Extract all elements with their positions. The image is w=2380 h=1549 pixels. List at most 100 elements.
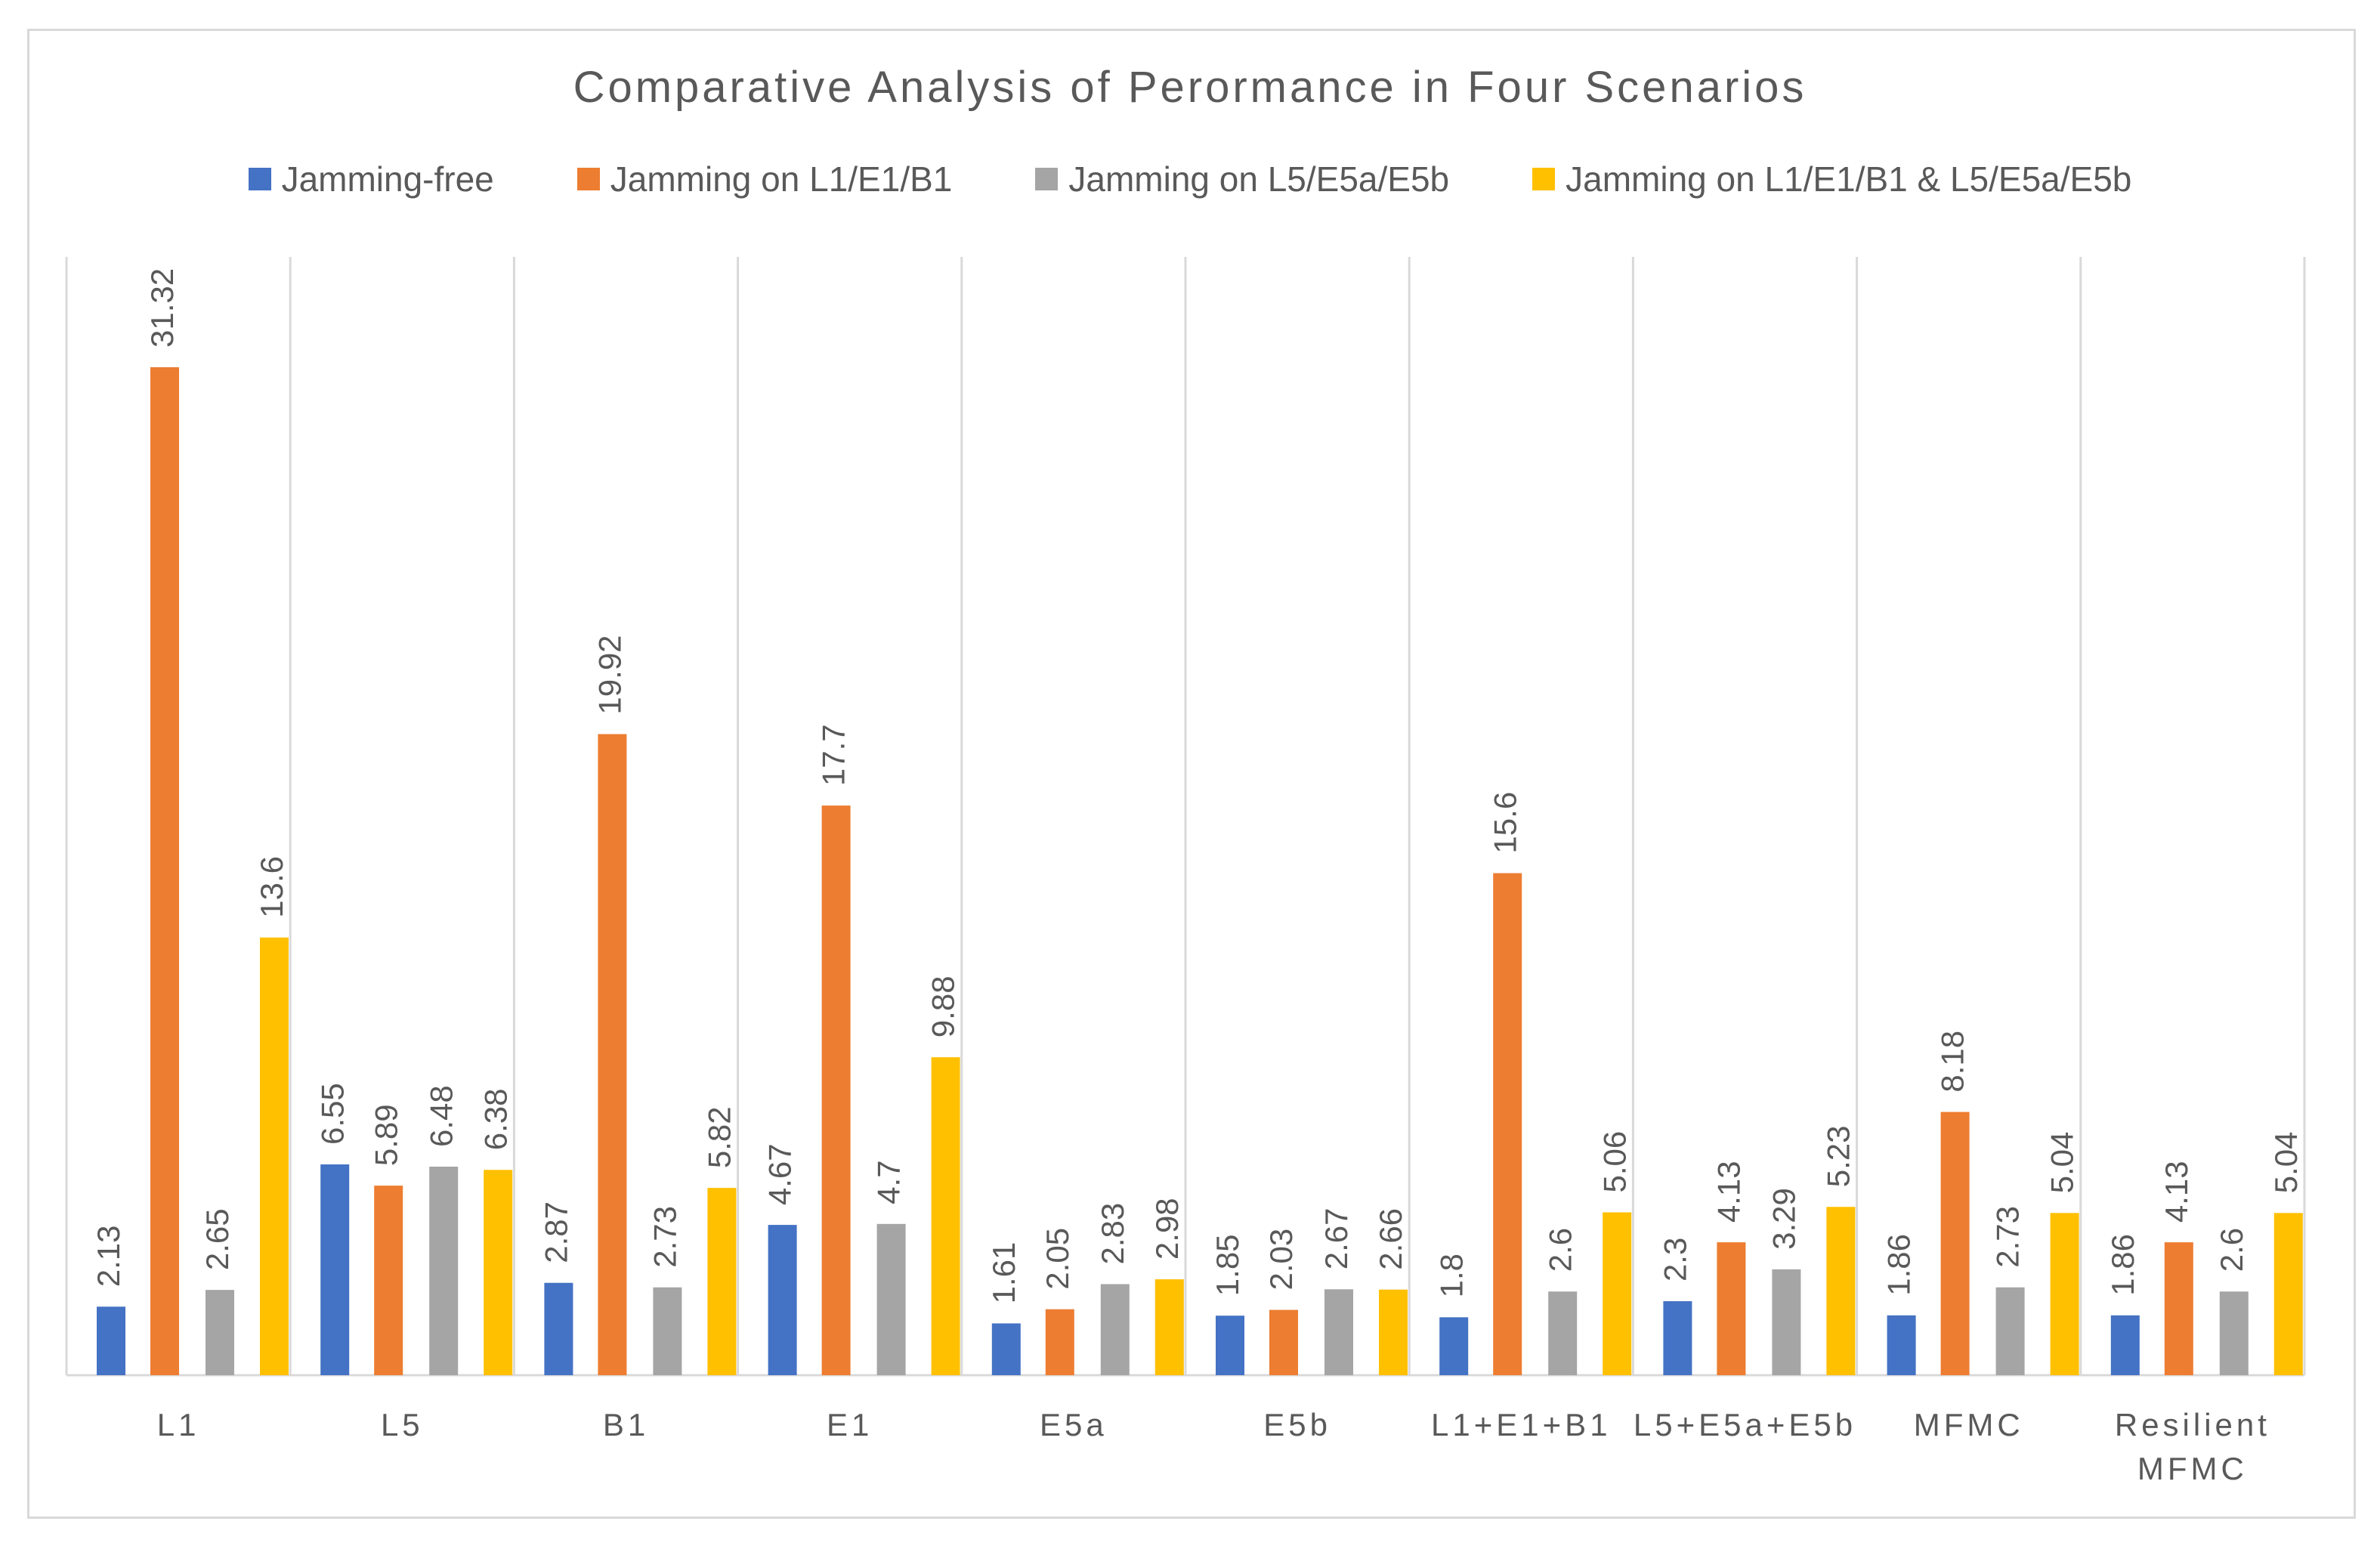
bar-s3-c4 (876, 1223, 906, 1375)
bar-s2-c4 (821, 805, 851, 1375)
bar-s4-c7 (1603, 1212, 1632, 1375)
data-label-s3-c7: 2.6 (1542, 1228, 1578, 1272)
bar-s4-c9 (2050, 1213, 2079, 1375)
data-label-s1-c2: 6.55 (314, 1083, 350, 1145)
bar-s1-c1 (97, 1306, 125, 1375)
bar-s2-c10 (2164, 1242, 2193, 1375)
data-label-s4-c10: 5.04 (2268, 1132, 2304, 1194)
bar-s3-c7 (1548, 1291, 1578, 1375)
bar-s1-c9 (1887, 1315, 1916, 1375)
bar-s2-c6 (1269, 1309, 1298, 1375)
bar-s3-c8 (1772, 1269, 1801, 1375)
bar-s1-c6 (1216, 1316, 1244, 1375)
data-label-s2-c2: 5.89 (368, 1104, 403, 1166)
legend-label-2: Jamming on L1/E1/B1 (610, 159, 953, 199)
data-label-s4-c7: 5.06 (1596, 1131, 1632, 1193)
bar-s4-c5 (1154, 1279, 1184, 1375)
bar-s3-c6 (1324, 1289, 1353, 1375)
data-label-s4-c3: 5.82 (701, 1106, 737, 1168)
data-label-s2-c9: 8.18 (1935, 1031, 1970, 1093)
category-label-3: B1 (603, 1407, 649, 1442)
bar-s1-c10 (2110, 1315, 2140, 1375)
data-label-s2-c3: 19.92 (592, 635, 627, 714)
category-label-2: L5 (381, 1407, 424, 1442)
data-label-s3-c1: 2.65 (199, 1208, 235, 1270)
legend-label-4: Jamming on L1/E1/B1 & L5/E5a/E5b (1566, 159, 2132, 199)
category-label-10-line-1: Resilient (2115, 1407, 2270, 1442)
data-label-s4-c8: 5.23 (1820, 1125, 1856, 1187)
data-label-s4-c1: 13.6 (254, 856, 289, 918)
data-label-s3-c6: 2.67 (1318, 1208, 1354, 1270)
data-label-s3-c3: 2.73 (647, 1206, 682, 1268)
data-label-s1-c6: 1.85 (1210, 1234, 1245, 1296)
bar-s4-c4 (931, 1057, 960, 1375)
bar-s3-c5 (1100, 1284, 1130, 1375)
bar-s3-c1 (206, 1290, 234, 1375)
bar-s3-c10 (2219, 1291, 2249, 1375)
bar-s4-c3 (707, 1188, 737, 1375)
data-label-s1-c4: 4.67 (762, 1143, 798, 1205)
data-label-s2-c7: 15.6 (1487, 792, 1522, 854)
legend-swatch-4 (1532, 168, 1556, 190)
bar-s4-c10 (2273, 1213, 2303, 1375)
bar-s2-c7 (1493, 873, 1522, 1375)
data-label-s2-c1: 31.32 (144, 268, 180, 348)
data-label-s4-c9: 5.04 (2045, 1132, 2080, 1194)
data-label-s4-c5: 2.98 (1149, 1198, 1185, 1260)
bar-s2-c3 (598, 734, 627, 1375)
legend-swatch-2 (576, 168, 600, 190)
category-label-6: E5b (1263, 1407, 1331, 1442)
data-label-s1-c8: 2.3 (1657, 1238, 1692, 1282)
data-label-s3-c10: 2.6 (2214, 1228, 2249, 1272)
data-label-s2-c4: 17.7 (816, 724, 852, 786)
bar-s1-c5 (991, 1323, 1021, 1375)
data-label-s2-c8: 4.13 (1711, 1161, 1746, 1223)
legend-label-1: Jamming-free (281, 159, 494, 199)
data-label-s1-c1: 2.13 (91, 1226, 126, 1288)
bar-s2-c5 (1045, 1309, 1074, 1375)
bar-s1-c8 (1663, 1301, 1692, 1375)
legend-entry-3: Jamming on L5/E5a/E5b (1035, 159, 1449, 199)
legend-swatch-3 (1035, 168, 1059, 190)
bar-s3-c3 (653, 1287, 682, 1375)
bar-s1-c7 (1439, 1317, 1469, 1375)
data-label-s1-c3: 2.87 (538, 1201, 573, 1263)
category-label-7: L1+E1+B1 (1431, 1407, 1612, 1442)
data-label-s4-c2: 6.38 (478, 1089, 513, 1151)
bar-s3-c2 (429, 1167, 459, 1375)
bar-s2-c1 (150, 367, 179, 1375)
category-label-4: E1 (827, 1407, 873, 1442)
data-label-s3-c4: 4.7 (871, 1160, 907, 1204)
bar-s3-c9 (1995, 1287, 2025, 1375)
category-label-1: L1 (157, 1407, 200, 1442)
legend-label-3: Jamming on L5/E5a/E5b (1068, 159, 1450, 199)
data-label-s1-c7: 1.8 (1433, 1254, 1469, 1297)
bar-s4-c6 (1379, 1289, 1408, 1375)
bar-s1-c4 (768, 1225, 797, 1375)
bar-s2-c2 (374, 1186, 403, 1375)
chart-title: Comparative Analysis of Perormance in Fo… (573, 63, 1807, 112)
bar-s1-c2 (320, 1164, 350, 1375)
data-label-s3-c5: 2.83 (1095, 1203, 1130, 1265)
data-label-s1-c9: 1.86 (1881, 1234, 1917, 1296)
bar-s2-c8 (1717, 1242, 1746, 1375)
data-label-s3-c9: 2.73 (1990, 1206, 2026, 1268)
data-label-s4-c6: 2.66 (1373, 1208, 1408, 1270)
legend: Jamming-free Jamming on L1/E1/B1 Jamming o… (0, 159, 2380, 199)
data-label-s2-c10: 4.13 (2159, 1161, 2194, 1223)
data-label-s1-c10: 1.86 (2105, 1234, 2140, 1296)
legend-entry-4: Jamming on L1/E1/B1 & L5/E5a/E5b (1532, 159, 2131, 199)
bar-s2-c9 (1940, 1112, 1970, 1375)
bar-s1-c3 (544, 1282, 573, 1375)
legend-entry-2: Jamming on L1/E1/B1 (576, 159, 953, 199)
category-label-8: L5+E5a+E5b (1634, 1407, 1856, 1442)
data-label-s4-c4: 9.88 (926, 975, 961, 1037)
category-label-10-line-2: MFMC (2137, 1451, 2248, 1486)
data-label-s2-c5: 2.05 (1040, 1228, 1075, 1290)
bar-s4-c8 (1826, 1207, 1856, 1375)
category-label-9: MFMC (1914, 1407, 2024, 1442)
bar-s4-c1 (260, 937, 289, 1375)
legend-entry-1: Jamming-free (248, 159, 494, 199)
data-label-s2-c6: 2.03 (1263, 1229, 1299, 1291)
